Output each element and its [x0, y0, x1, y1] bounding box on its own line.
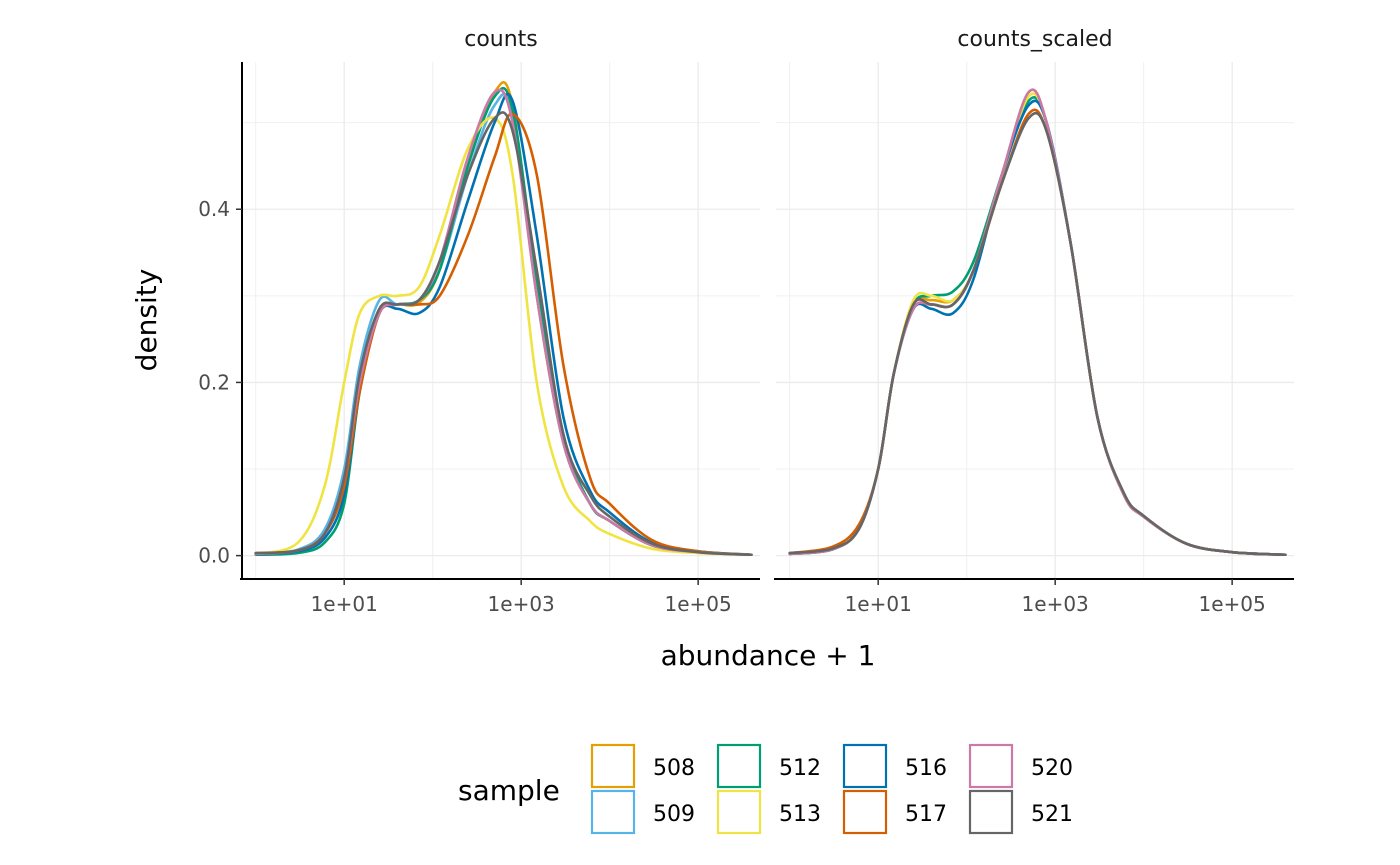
density-line-513	[254, 116, 753, 557]
legend-key-508	[590, 743, 636, 789]
density-line-512	[254, 86, 753, 557]
legend-item-521: 521	[968, 789, 1073, 835]
x-tick-label: 1e+01	[845, 592, 912, 616]
density-line-509	[788, 99, 1287, 557]
density-line-508	[254, 80, 753, 557]
legend-key-512	[716, 743, 762, 789]
legend: 508 509 512 513 516 517 520 521	[590, 743, 1073, 835]
y-tick-label: 0.4	[198, 197, 230, 221]
density-line-512	[788, 96, 1287, 557]
y-axis-title: density	[130, 269, 163, 372]
legend-label: 517	[905, 802, 947, 827]
facet-title: counts_scaled	[957, 27, 1112, 52]
legend-label: 521	[1031, 802, 1073, 827]
legend-key-521	[968, 789, 1014, 835]
x-tick-label: 1e+05	[1199, 592, 1266, 616]
facet-title: counts	[464, 27, 538, 52]
legend-item-513: 513	[716, 789, 821, 835]
y-tick-label: 0.2	[198, 370, 230, 394]
legend-title: sample	[458, 774, 560, 807]
legend-key-520	[968, 743, 1014, 789]
x-tick-label: 1e+03	[1022, 592, 1089, 616]
legend-label: 508	[653, 756, 695, 781]
density-line-520	[254, 88, 753, 557]
legend-item-512: 512	[716, 743, 821, 789]
legend-label: 520	[1031, 756, 1073, 781]
legend-label: 516	[905, 756, 947, 781]
legend-key-516	[842, 743, 888, 789]
legend-label: 512	[779, 756, 821, 781]
y-tick-label: 0.0	[198, 544, 230, 568]
legend-key-517	[842, 789, 888, 835]
legend-item-516: 516	[842, 743, 947, 789]
density-line-517	[788, 108, 1287, 557]
x-tick-label: 1e+01	[311, 592, 378, 616]
facet-panel-counts_scaled: counts_scaled 1e+01 1e+03 1e+05	[774, 27, 1294, 616]
legend-key-509	[590, 789, 636, 835]
legend-key-513	[716, 789, 762, 835]
facet-panel-counts: counts 1e+01 1e+03 1e+05 0.0 0.2 0.4	[198, 27, 760, 616]
density-line-513	[788, 92, 1287, 557]
legend-item-509: 509	[590, 789, 695, 835]
density-line-516	[788, 99, 1287, 557]
legend-item-520: 520	[968, 743, 1073, 789]
x-tick-label: 1e+03	[488, 592, 555, 616]
x-tick-label: 1e+05	[665, 592, 732, 616]
density-line-517	[254, 112, 753, 557]
density-line-508	[788, 88, 1287, 557]
legend-item-517: 517	[842, 789, 947, 835]
x-axis-title: abundance + 1	[661, 639, 876, 672]
legend-label: 509	[653, 802, 695, 827]
density-line-521	[788, 111, 1287, 557]
density-line-509	[254, 92, 753, 557]
legend-item-508: 508	[590, 743, 695, 789]
density-line-521	[254, 111, 753, 557]
density-line-520	[788, 88, 1287, 557]
density-line-516	[254, 92, 753, 557]
legend-label: 513	[779, 802, 821, 827]
